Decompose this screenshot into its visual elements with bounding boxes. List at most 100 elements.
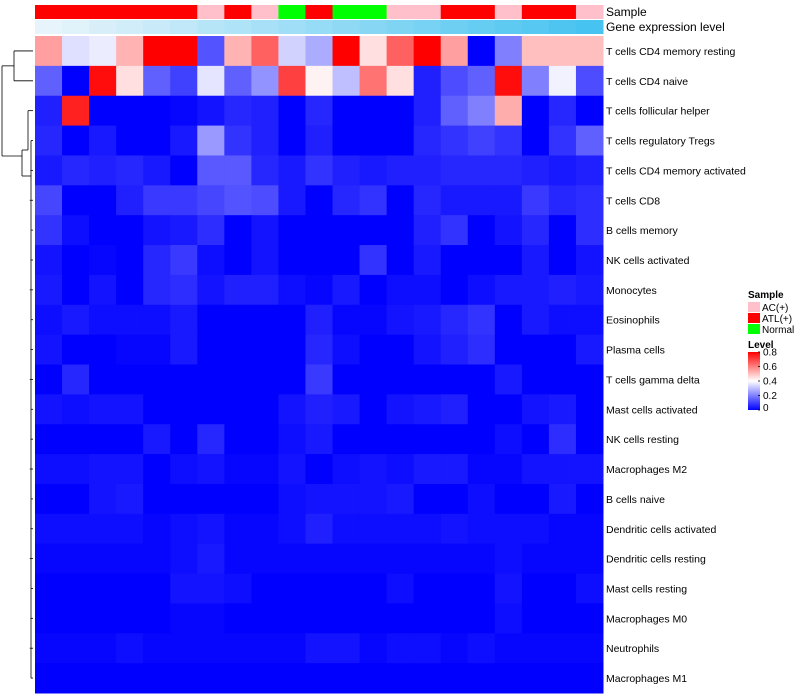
heatmap-cell-r7-c0 bbox=[35, 245, 63, 276]
heatmap-cells bbox=[35, 36, 604, 694]
heatmap-cell-r4-c1 bbox=[62, 155, 90, 186]
heatmap-cell-r8-c20 bbox=[575, 274, 604, 306]
heatmap-cell-r17-c15 bbox=[440, 543, 469, 575]
heatmap-cell-r9-c2 bbox=[89, 304, 117, 336]
heatmap-cell-r9-c0 bbox=[35, 304, 63, 336]
heatmap-cell-r8-c2 bbox=[89, 274, 117, 306]
heatmap-cell-r17-c0 bbox=[35, 543, 63, 575]
heatmap-cell-r8-c7 bbox=[224, 274, 252, 306]
row-labels: T cells CD4 memory resting T cells CD4 na… bbox=[606, 46, 746, 685]
heatmap-cell-r20-c19 bbox=[548, 633, 577, 664]
row-label-17: Dendritic cells resting bbox=[606, 554, 706, 566]
heatmap-cell-r2-c18 bbox=[521, 95, 550, 127]
sample-anno-cell-3 bbox=[116, 5, 144, 19]
heatmap-cell-r7-c20 bbox=[575, 245, 604, 276]
heatmap-cell-r21-c13 bbox=[386, 663, 415, 694]
heatmap-cell-r4-c12 bbox=[359, 155, 388, 186]
heatmap-cell-r3-c15 bbox=[440, 125, 469, 156]
heatmap-cell-r15-c5 bbox=[170, 483, 198, 515]
legend-tick-label-3: 0.2 bbox=[763, 391, 777, 402]
heatmap-cell-r18-c6 bbox=[197, 573, 225, 604]
heatmap-cell-r5-c13 bbox=[386, 185, 415, 216]
heatmap-cell-r6-c3 bbox=[116, 215, 144, 246]
heatmap-cell-r17-c16 bbox=[467, 543, 496, 575]
heatmap-cell-r21-c0 bbox=[35, 663, 63, 694]
heatmap-cell-r3-c6 bbox=[197, 125, 225, 156]
heatmap-cell-r9-c10 bbox=[305, 304, 334, 336]
heatmap-cell-r17-c13 bbox=[386, 543, 415, 575]
heatmap-cell-r2-c1 bbox=[62, 95, 90, 127]
gene-anno-cell-6 bbox=[197, 20, 225, 34]
row-label-2: T cells follicular helper bbox=[606, 106, 710, 118]
heatmap-cell-r15-c6 bbox=[197, 483, 225, 515]
heatmap-cell-r19-c5 bbox=[170, 603, 198, 634]
heatmap-cell-r14-c8 bbox=[251, 454, 279, 485]
heatmap-cell-r14-c3 bbox=[116, 454, 144, 485]
heatmap-cell-r21-c10 bbox=[305, 663, 334, 694]
legend-tick-label-4: 0 bbox=[763, 403, 769, 414]
heatmap-cell-r15-c11 bbox=[332, 483, 361, 515]
heatmap-cell-r19-c8 bbox=[251, 603, 279, 634]
heatmap-cell-r2-c17 bbox=[494, 95, 523, 127]
heatmap-cell-r16-c13 bbox=[386, 513, 415, 545]
heatmap-cell-r18-c14 bbox=[413, 573, 442, 604]
heatmap-cell-r11-c6 bbox=[197, 364, 225, 395]
heatmap-cell-r10-c11 bbox=[332, 334, 361, 365]
heatmap-cell-r5-c12 bbox=[359, 185, 388, 216]
heatmap-cell-r21-c17 bbox=[494, 663, 523, 694]
heatmap-cell-r18-c12 bbox=[359, 573, 388, 604]
heatmap-cell-r21-c15 bbox=[440, 663, 469, 694]
heatmap-cell-r4-c18 bbox=[521, 155, 550, 186]
heatmap-cell-r4-c3 bbox=[116, 155, 144, 186]
heatmap-cell-r6-c9 bbox=[278, 215, 306, 246]
heatmap-cell-r10-c7 bbox=[224, 334, 252, 365]
heatmap-cell-r7-c5 bbox=[170, 245, 198, 276]
heatmap-cell-r18-c18 bbox=[521, 573, 550, 604]
legend-swatch-1 bbox=[748, 313, 760, 323]
heatmap-cell-r7-c16 bbox=[467, 245, 496, 276]
heatmap-cell-r9-c12 bbox=[359, 304, 388, 336]
heatmap-cell-r16-c20 bbox=[575, 513, 604, 545]
legend-sample-title: Sample bbox=[748, 290, 784, 301]
heatmap-cell-r4-c19 bbox=[548, 155, 577, 186]
gene-anno-cell-12 bbox=[359, 20, 388, 34]
gene-anno-cell-16 bbox=[467, 20, 496, 34]
heatmap-cell-r16-c6 bbox=[197, 513, 225, 545]
heatmap-cell-r2-c10 bbox=[305, 95, 334, 127]
heatmap-cell-r15-c13 bbox=[386, 483, 415, 515]
heatmap-cell-r9-c16 bbox=[467, 304, 496, 336]
heatmap-cell-r16-c1 bbox=[62, 513, 90, 545]
heatmap-cell-r19-c15 bbox=[440, 603, 469, 634]
heatmap-cell-r16-c4 bbox=[143, 513, 171, 545]
heatmap-cell-r15-c3 bbox=[116, 483, 144, 515]
heatmap-cell-r14-c14 bbox=[413, 454, 442, 485]
heatmap-cell-r12-c20 bbox=[575, 394, 604, 425]
heatmap-cell-r5-c7 bbox=[224, 185, 252, 216]
heatmap-cell-r13-c5 bbox=[170, 424, 198, 455]
heatmap-cell-r0-c12 bbox=[359, 36, 388, 67]
heatmap-cell-r7-c13 bbox=[386, 245, 415, 276]
heatmap-cell-r16-c5 bbox=[170, 513, 198, 545]
heatmap-cell-r5-c18 bbox=[521, 185, 550, 216]
heatmap-cell-r21-c19 bbox=[548, 663, 577, 694]
heatmap-cell-r4-c8 bbox=[251, 155, 279, 186]
heatmap-cell-r11-c5 bbox=[170, 364, 198, 395]
heatmap-cell-r9-c13 bbox=[386, 304, 415, 336]
heatmap-cell-r7-c8 bbox=[251, 245, 279, 276]
heatmap-cell-r0-c17 bbox=[494, 36, 523, 67]
heatmap-cell-r5-c6 bbox=[197, 185, 225, 216]
heatmap-cell-r3-c13 bbox=[386, 125, 415, 156]
heatmap-cell-r19-c17 bbox=[494, 603, 523, 634]
heatmap-cell-r20-c2 bbox=[89, 633, 117, 664]
row-label-11: T cells gamma delta bbox=[606, 374, 700, 386]
heatmap-cell-r2-c9 bbox=[278, 95, 306, 127]
heatmap-cell-r14-c11 bbox=[332, 454, 361, 485]
heatmap-cell-r11-c19 bbox=[548, 364, 577, 395]
gene-anno-cell-10 bbox=[305, 20, 334, 34]
heatmap-cell-r7-c3 bbox=[116, 245, 144, 276]
heatmap-cell-r3-c7 bbox=[224, 125, 252, 156]
heatmap-cell-r4-c17 bbox=[494, 155, 523, 186]
heatmap-cell-r16-c16 bbox=[467, 513, 496, 545]
heatmap-cell-r2-c19 bbox=[548, 95, 577, 127]
heatmap-cell-r0-c2 bbox=[89, 36, 117, 67]
